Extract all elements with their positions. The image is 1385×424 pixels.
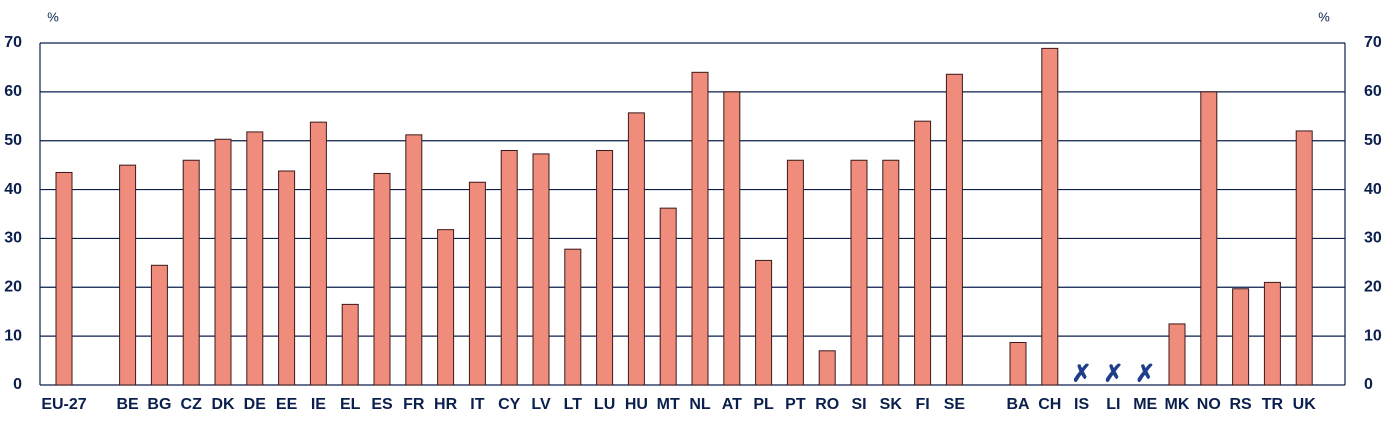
x-tick-label: ME	[1133, 396, 1157, 413]
y-tick-label: 10	[4, 327, 22, 344]
x-tick-label: RS	[1229, 396, 1252, 413]
bar	[1295, 130, 1313, 386]
x-tick-label: IS	[1074, 396, 1089, 413]
y-tick-label: 50	[4, 132, 22, 149]
x-tick-label: HU	[625, 396, 648, 413]
x-tick-label: HR	[434, 396, 458, 413]
x-tick-label: FR	[403, 396, 425, 413]
bar	[437, 229, 455, 386]
x-tick-label: EU-27	[41, 396, 86, 413]
bar	[119, 164, 137, 386]
bar	[278, 170, 296, 386]
x-tick-label: MT	[657, 396, 680, 413]
bar	[309, 121, 327, 386]
y-tick-label: 20	[4, 279, 22, 296]
x-tick-label: DK	[211, 396, 235, 413]
x-tick-label: CY	[498, 396, 521, 413]
bar	[818, 350, 836, 386]
bar	[691, 71, 709, 386]
y2-tick-label: 60	[1364, 83, 1382, 100]
bar	[1200, 91, 1218, 386]
bar	[1263, 281, 1281, 386]
bar	[786, 159, 804, 386]
bar	[596, 149, 614, 386]
x-tick-label: EE	[276, 396, 298, 413]
bar	[659, 207, 677, 386]
x-tick-label: LI	[1106, 396, 1120, 413]
x-tick-label: FI	[915, 396, 929, 413]
not-available-label: ✗	[1135, 360, 1155, 387]
y2-tick-label: 30	[1364, 230, 1382, 247]
x-tick-label: LV	[531, 396, 551, 413]
bar	[341, 303, 359, 386]
bar	[723, 91, 741, 386]
bar	[182, 159, 200, 386]
bar	[214, 138, 232, 386]
bar	[532, 153, 550, 386]
x-tick-label: SI	[851, 396, 866, 413]
x-tick-label: PT	[785, 396, 806, 413]
bar	[1041, 47, 1059, 386]
bar	[246, 131, 264, 386]
bar	[627, 112, 645, 386]
bar	[468, 181, 486, 386]
bar	[1168, 323, 1186, 386]
y-tick-label: 40	[4, 181, 22, 198]
x-tick-label: LT	[564, 396, 583, 413]
bar	[55, 171, 73, 386]
x-tick-label: BG	[147, 396, 171, 413]
x-tick-label: MK	[1165, 396, 1190, 413]
x-tick-label: BA	[1006, 396, 1030, 413]
y2-tick-label: 40	[1364, 181, 1382, 198]
x-tick-label: BE	[116, 396, 139, 413]
y2-axis-label: %	[1318, 9, 1330, 24]
y-tick-label: 60	[4, 83, 22, 100]
x-tick-label: DE	[244, 396, 267, 413]
bar	[1232, 288, 1250, 386]
x-tick-label: EL	[340, 396, 361, 413]
x-tick-label: NO	[1197, 396, 1221, 413]
bar	[914, 120, 932, 386]
x-tick-label: IT	[470, 396, 484, 413]
y2-tick-label: 10	[1364, 327, 1382, 344]
y-tick-label: 0	[13, 376, 22, 393]
x-tick-label: SK	[880, 396, 903, 413]
bar	[373, 172, 391, 386]
x-tick-label: TR	[1262, 396, 1284, 413]
x-tick-label: RO	[815, 396, 839, 413]
x-tick-label: UK	[1293, 396, 1317, 413]
bar	[405, 134, 423, 386]
bar	[945, 73, 963, 386]
x-tick-label: NL	[689, 396, 711, 413]
x-tick-label: PL	[753, 396, 774, 413]
y2-tick-label: 0	[1364, 376, 1373, 393]
y-tick-label: 30	[4, 230, 22, 247]
not-available-label: ✗	[1103, 360, 1123, 387]
bar	[755, 259, 773, 386]
y2-tick-label: 20	[1364, 279, 1382, 296]
bar	[1009, 341, 1027, 386]
y2-tick-label: 70	[1364, 34, 1382, 51]
bar	[500, 149, 518, 386]
not-available-label: ✗	[1072, 360, 1092, 387]
bar	[564, 248, 582, 386]
y-axis-label: %	[47, 9, 59, 24]
y2-tick-label: 50	[1364, 132, 1382, 149]
bar	[882, 159, 900, 386]
bar	[850, 159, 868, 386]
bar	[150, 264, 168, 386]
x-tick-label: CH	[1038, 396, 1061, 413]
x-tick-label: LU	[594, 396, 615, 413]
x-tick-label: ES	[371, 396, 393, 413]
y-tick-label: 70	[4, 34, 22, 51]
x-tick-label: AT	[722, 396, 742, 413]
x-tick-label: IE	[311, 396, 326, 413]
x-tick-label: CZ	[181, 396, 203, 413]
x-tick-label: SE	[944, 396, 966, 413]
